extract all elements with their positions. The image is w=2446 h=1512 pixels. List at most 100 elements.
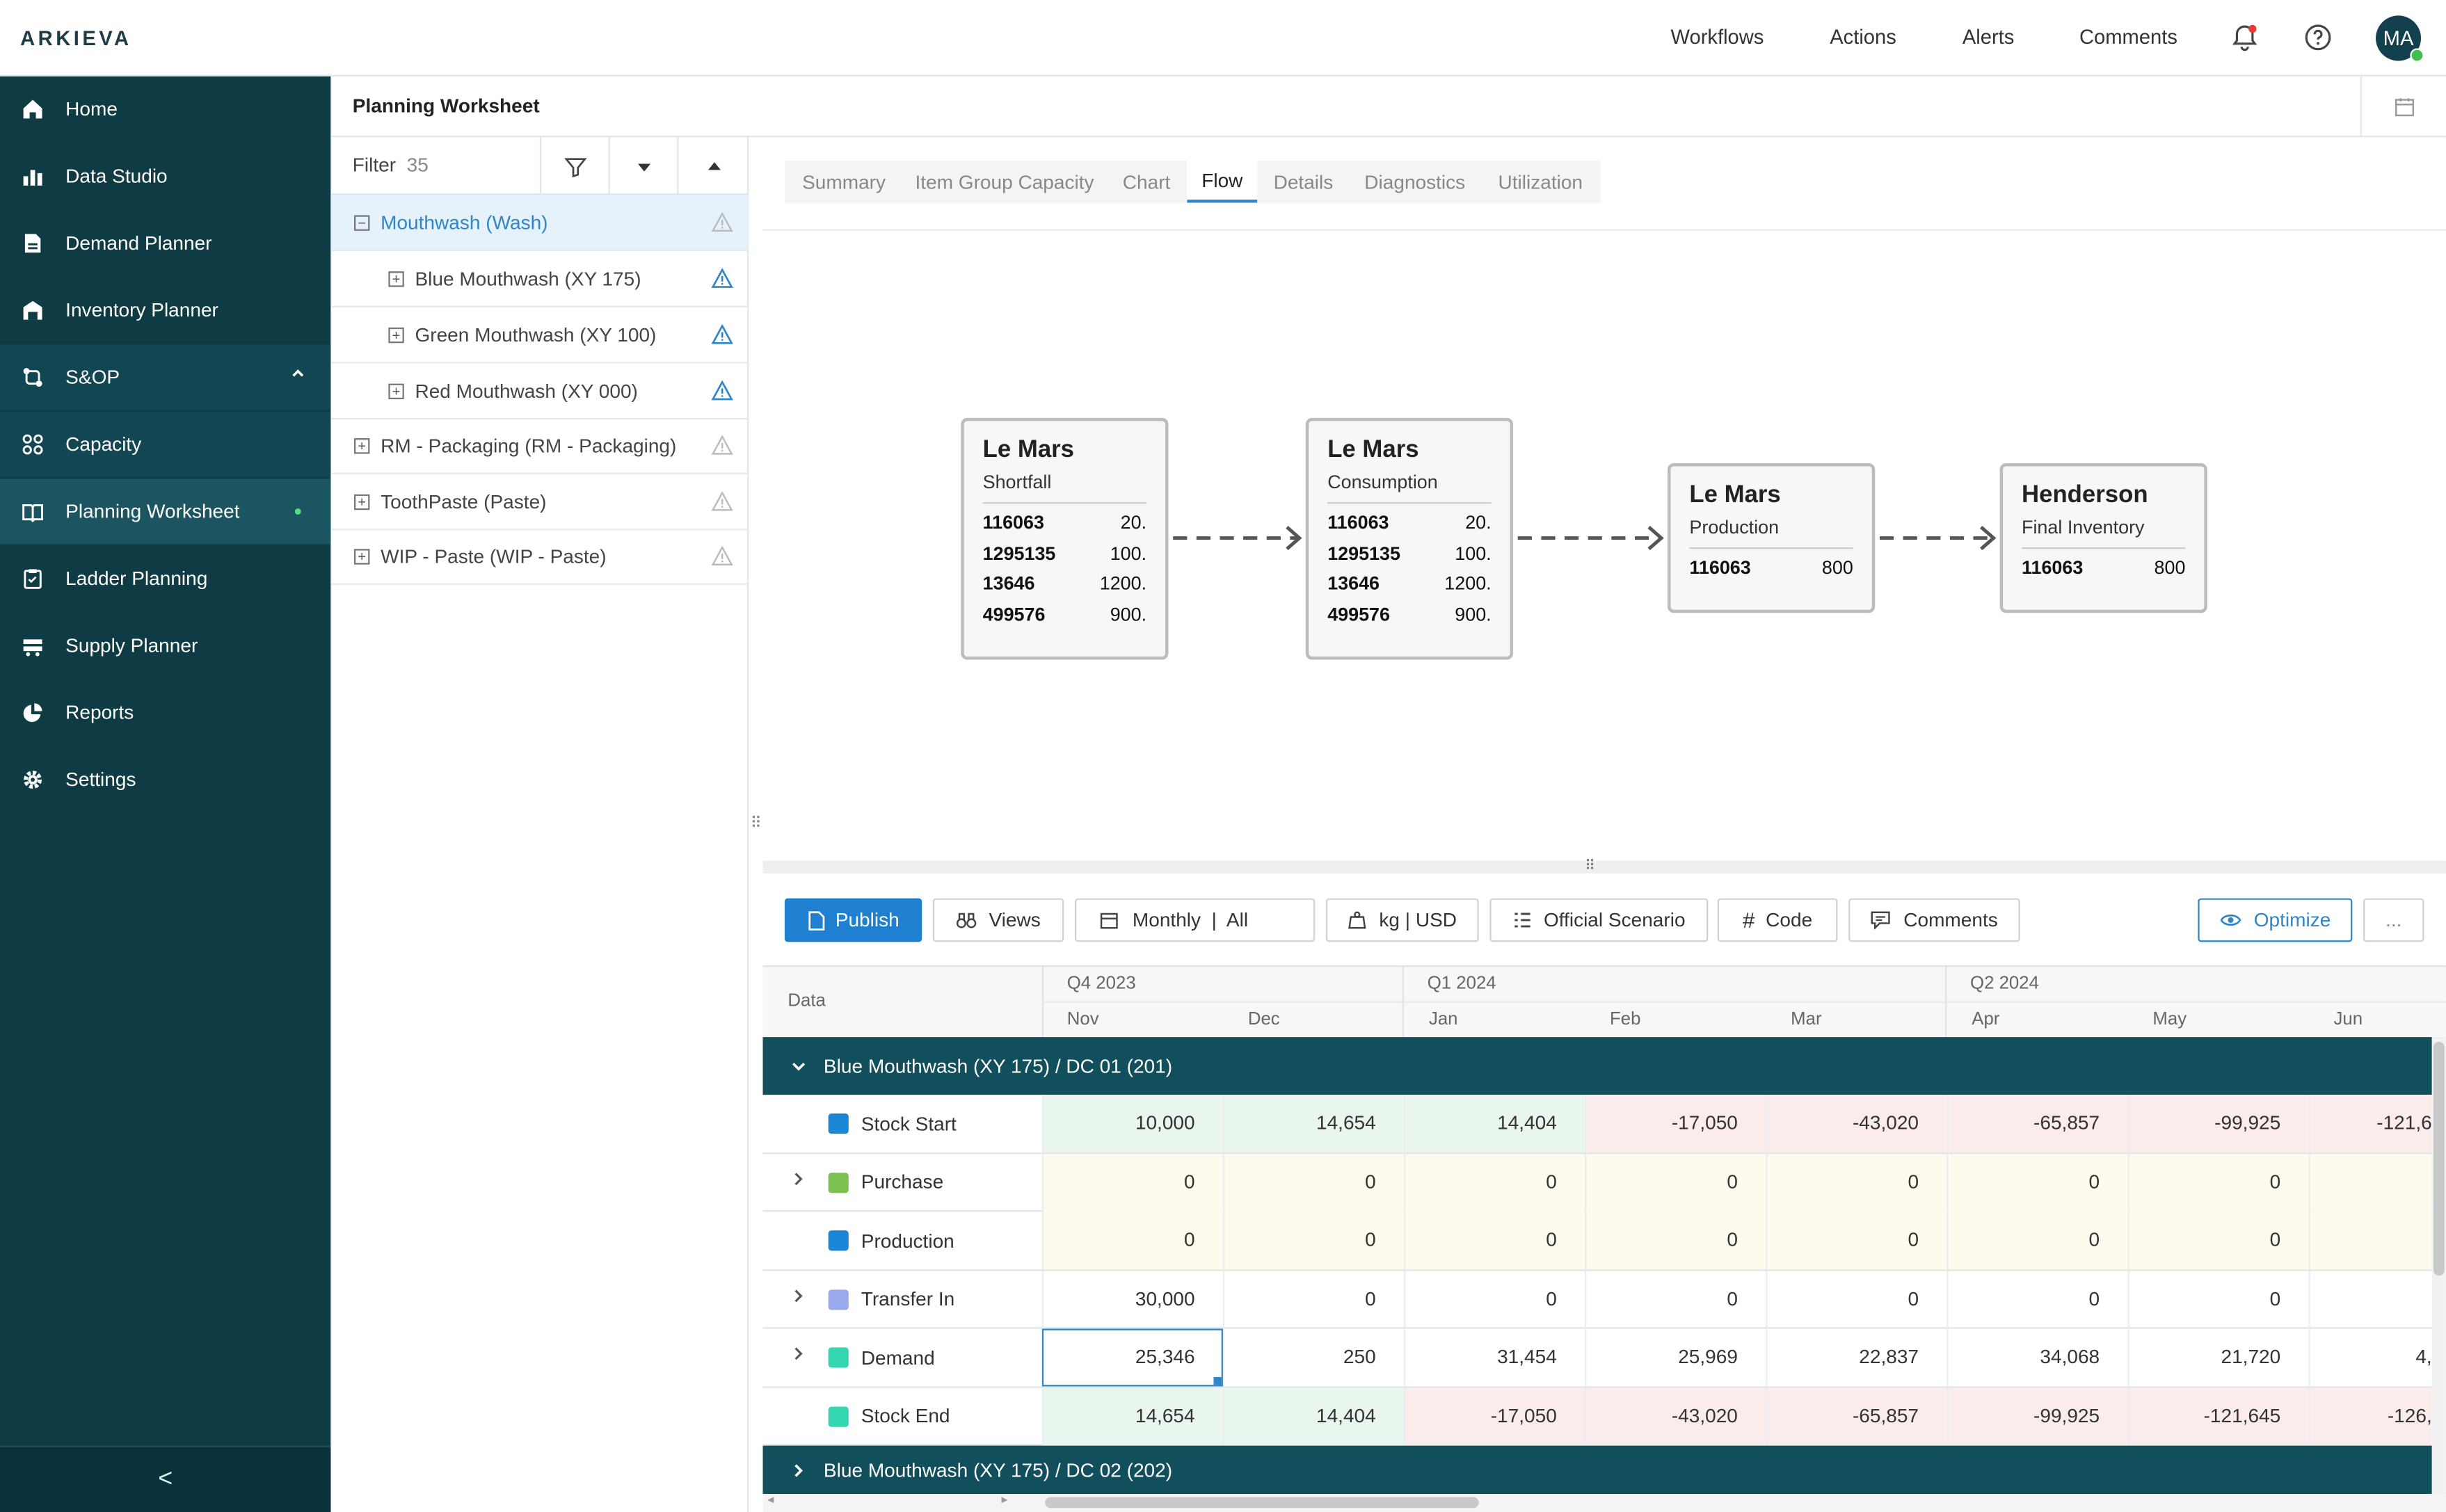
- quarter-header[interactable]: Q4 2023: [1066, 974, 1136, 994]
- grid-cell[interactable]: 14,404: [1404, 1095, 1585, 1153]
- expand-icon[interactable]: +: [388, 271, 404, 287]
- chevron-up-icon[interactable]: [290, 365, 305, 380]
- avatar[interactable]: MA: [2376, 15, 2422, 61]
- nav-alerts[interactable]: Alerts: [1962, 24, 2015, 49]
- month-header[interactable]: Feb: [1610, 1011, 1641, 1029]
- grid-cell[interactable]: -65,857: [1766, 1387, 1947, 1445]
- collapse-icon[interactable]: −: [354, 214, 370, 230]
- sidebar-item-ladder-planning[interactable]: Ladder Planning: [0, 546, 330, 611]
- month-header[interactable]: May: [2152, 1011, 2187, 1029]
- horizontal-scrollbar-thumb[interactable]: [1045, 1497, 1479, 1509]
- quarter-header[interactable]: Q1 2024: [1427, 974, 1496, 994]
- grid-cell[interactable]: 14,654: [1222, 1095, 1405, 1153]
- grid-cell[interactable]: 0: [1404, 1270, 1585, 1328]
- month-header[interactable]: Jan: [1428, 1011, 1458, 1029]
- sidebar-item-sop[interactable]: S&OP: [0, 344, 331, 410]
- sidebar-item-data-studio[interactable]: Data Studio: [0, 143, 330, 209]
- sidebar-item-capacity[interactable]: Capacity: [0, 411, 331, 478]
- nav-workflows[interactable]: Workflows: [1670, 24, 1764, 49]
- sidebar-item-planning-worksheet[interactable]: Planning Worksheet: [0, 478, 331, 545]
- chevron-down-icon[interactable]: [791, 1058, 806, 1073]
- grid-cell[interactable]: 0: [2127, 1153, 2309, 1212]
- grid-cell[interactable]: 0: [1766, 1270, 1947, 1328]
- grid-cell[interactable]: -126,: [2308, 1387, 2432, 1445]
- month-header[interactable]: Apr: [1972, 1011, 2000, 1029]
- grid-cell[interactable]: 0: [1404, 1212, 1585, 1270]
- grid-cell[interactable]: 10,000: [1041, 1095, 1223, 1153]
- sidebar-collapse-button[interactable]: <: [0, 1445, 331, 1512]
- grid-cell[interactable]: 30,000: [1041, 1270, 1223, 1328]
- chevron-right-icon[interactable]: [791, 1171, 805, 1186]
- grid-cell[interactable]: -17,050: [1404, 1387, 1585, 1445]
- grid-cell[interactable]: -43,020: [1766, 1095, 1947, 1153]
- grid-cell[interactable]: 0: [1404, 1153, 1585, 1212]
- grid-cell[interactable]: [2308, 1153, 2432, 1212]
- filter-label[interactable]: Filter 35: [352, 154, 429, 177]
- group-row[interactable]: Blue Mouthwash (XY 175) / DC 02 (202): [762, 1445, 2432, 1495]
- expand-icon[interactable]: +: [354, 493, 370, 510]
- period-selector[interactable]: Monthly | All: [1074, 898, 1316, 942]
- tree-item-toothpaste[interactable]: + ToothPaste (Paste): [330, 474, 749, 531]
- more-options-button[interactable]: ...: [2363, 898, 2424, 942]
- expand-icon[interactable]: +: [388, 383, 404, 399]
- grid-cell[interactable]: 0: [1222, 1212, 1405, 1270]
- grid-cell[interactable]: -99,925: [2127, 1095, 2309, 1153]
- calendar-button[interactable]: [2360, 76, 2446, 138]
- grid-cell[interactable]: -121,6: [2308, 1095, 2432, 1153]
- grid-cell[interactable]: 22,837: [1766, 1328, 1947, 1387]
- tree-item-red-mouthwash[interactable]: + Red Mouthwash (XY 000): [330, 363, 749, 420]
- grid-cell[interactable]: 0: [1585, 1270, 1766, 1328]
- nav-actions[interactable]: Actions: [1830, 24, 1896, 49]
- bell-icon[interactable]: [2230, 24, 2258, 51]
- horizontal-scrollbar[interactable]: [762, 1494, 2446, 1512]
- tab-diagnostics[interactable]: Diagnostics: [1349, 160, 1480, 203]
- expand-icon[interactable]: +: [354, 548, 370, 564]
- grid-cell[interactable]: 250: [1222, 1328, 1404, 1387]
- grid-cell[interactable]: [2308, 1270, 2432, 1328]
- chevron-right-icon[interactable]: [791, 1346, 805, 1361]
- grid-cell[interactable]: 0: [1222, 1270, 1404, 1328]
- nav-comments[interactable]: Comments: [2079, 24, 2177, 49]
- flow-node-consumption[interactable]: Le Mars Consumption 116063 20. 1295135 100…: [1305, 417, 1514, 660]
- grid-cell[interactable]: -99,925: [1947, 1387, 2128, 1445]
- tab-details[interactable]: Details: [1257, 160, 1350, 203]
- grid-cell[interactable]: [2308, 1212, 2432, 1270]
- vertical-scrollbar-thumb[interactable]: [2433, 1041, 2445, 1276]
- grid-cell[interactable]: -121,645: [2127, 1387, 2309, 1445]
- app-logo[interactable]: ARKIEVA: [20, 26, 132, 50]
- comments-button[interactable]: Comments: [1848, 898, 2020, 942]
- flow-node-production[interactable]: Le Mars Production 116063 800: [1668, 463, 1876, 613]
- grid-cell[interactable]: -43,020: [1585, 1387, 1766, 1445]
- grid-cell[interactable]: 0: [1585, 1153, 1766, 1212]
- grid-cell[interactable]: 0: [1766, 1153, 1947, 1212]
- month-header[interactable]: Mar: [1791, 1011, 1822, 1029]
- sidebar-item-inventory-planner[interactable]: Inventory Planner: [0, 278, 330, 343]
- grid-cell[interactable]: 31,454: [1404, 1328, 1585, 1387]
- expand-all-button[interactable]: [608, 137, 677, 195]
- units-selector[interactable]: kg | USD: [1325, 898, 1479, 942]
- grid-cell[interactable]: 0: [1766, 1212, 1947, 1270]
- quarter-header[interactable]: Q2 2024: [1970, 974, 2039, 994]
- scenario-selector[interactable]: Official Scenario: [1489, 898, 1709, 942]
- grid-cell[interactable]: -65,857: [1947, 1095, 2128, 1153]
- sidebar-item-supply-planner[interactable]: Supply Planner: [0, 613, 330, 678]
- grid-cell[interactable]: 0: [1041, 1153, 1223, 1212]
- sidebar-item-demand-planner[interactable]: Demand Planner: [0, 211, 330, 276]
- sidebar-item-reports[interactable]: Reports: [0, 680, 330, 746]
- tree-item-mouthwash[interactable]: − Mouthwash (Wash): [330, 195, 749, 252]
- data-column-header[interactable]: Data: [788, 992, 826, 1011]
- group-row[interactable]: Blue Mouthwash (XY 175) / DC 01 (201): [762, 1037, 2432, 1095]
- fill-handle[interactable]: [1213, 1376, 1222, 1385]
- grid-cell[interactable]: 0: [2127, 1270, 2308, 1328]
- tab-item-group-capacity[interactable]: Item Group Capacity: [903, 160, 1106, 203]
- code-button[interactable]: # Code: [1717, 898, 1838, 942]
- month-header[interactable]: Dec: [1247, 1011, 1280, 1029]
- grid-cell[interactable]: 34,068: [1947, 1328, 2127, 1387]
- grid-cell[interactable]: 0: [1222, 1153, 1405, 1212]
- grid-cell[interactable]: 0: [2127, 1212, 2309, 1270]
- collapse-all-button[interactable]: [677, 137, 749, 195]
- filter-button[interactable]: [539, 137, 609, 195]
- tab-summary[interactable]: Summary: [784, 160, 904, 203]
- grid-cell-selected[interactable]: 25,346: [1041, 1328, 1223, 1387]
- chevron-right-icon[interactable]: [791, 1287, 805, 1303]
